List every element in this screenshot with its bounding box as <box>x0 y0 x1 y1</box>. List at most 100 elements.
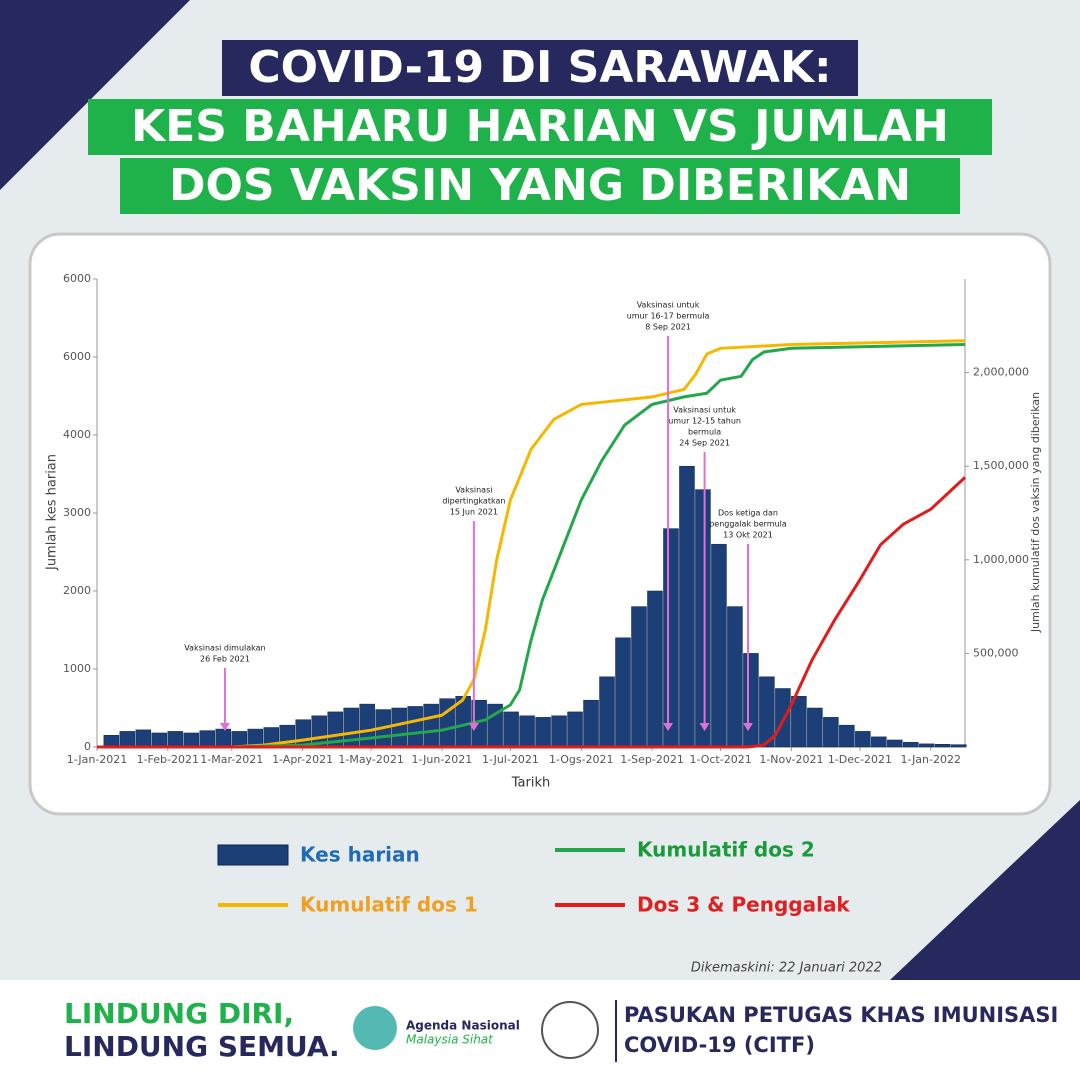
updated-note: Dikemaskini: 22 Januari 2022 <box>691 961 882 976</box>
logo-icon <box>353 1006 397 1050</box>
x-tick-label: 1-Ogs-2021 <box>549 753 614 766</box>
y-tick-label: 0 <box>84 740 91 753</box>
corner <box>0 0 190 190</box>
bar <box>183 732 200 748</box>
bar <box>743 653 759 748</box>
x-tick-label: 1-Oct-2021 <box>689 753 751 766</box>
bar <box>519 715 535 748</box>
annotation: 26 Feb 2021 <box>200 655 250 664</box>
legend-label: Dos 3 & Penggalak <box>637 893 850 917</box>
annotation: dipertingkatkan <box>442 497 505 506</box>
annotation-arrowhead <box>743 723 753 731</box>
bar <box>119 731 136 748</box>
bar <box>199 730 216 748</box>
annotation: 8 Sep 2021 <box>645 323 691 332</box>
org-name: COVID-19 (CITF) <box>624 1033 815 1057</box>
annotation: umur 16-17 bermula <box>627 312 710 321</box>
line <box>97 343 966 749</box>
bar <box>295 719 311 748</box>
y-tick-label: 6000 <box>63 272 91 285</box>
x-tick-label: 1-Apr-2021 <box>272 753 333 766</box>
line <box>97 339 966 749</box>
annotation: Vaksinasi untuk <box>673 406 736 415</box>
title: DOS VAKSIN YANG DIBERIKAN <box>169 160 911 211</box>
bar <box>807 707 823 748</box>
legend-label: Kes harian <box>300 843 420 867</box>
bar <box>919 743 935 748</box>
annotation: Dos ketiga dan <box>718 509 778 518</box>
bar <box>135 729 152 748</box>
bar <box>567 711 583 748</box>
bar <box>151 732 168 748</box>
line <box>97 476 967 749</box>
y-tick-label: 3000 <box>63 506 91 519</box>
slogan: LINDUNG SEMUA. <box>64 1030 340 1063</box>
bar <box>359 703 375 748</box>
x-tick-label: 1-Jan-2021 <box>67 753 128 766</box>
bar <box>887 739 903 748</box>
bar <box>103 735 120 748</box>
x-tick-label: 1-Jan-2022 <box>900 753 961 766</box>
crest <box>541 1001 599 1059</box>
annotation-arrowhead <box>219 723 230 731</box>
y2-tick-label: 500,000 <box>973 646 1019 659</box>
plot: 0 1000 2000 3000 4000 6000 6000 500,000 1,000,00… <box>63 272 1029 766</box>
annotation: 15 Jun 2021 <box>450 508 498 517</box>
title-bg <box>120 158 960 214</box>
y2-tick-label: 2,000,000 <box>973 366 1029 379</box>
bar <box>855 731 871 748</box>
bar <box>423 703 439 748</box>
bar <box>903 742 919 748</box>
legend-swatch <box>217 844 289 866</box>
bar <box>615 637 631 748</box>
annotation: Vaksinasi <box>455 486 492 495</box>
bar <box>631 606 647 748</box>
bar <box>215 728 232 748</box>
legend: Kes harian Kumulatif dos 1 Kumulatif dos 2… <box>217 838 850 917</box>
bar <box>839 724 855 748</box>
x-tick-label: 1-Jul-2021 <box>482 753 539 766</box>
bar <box>791 696 807 748</box>
bar <box>167 731 184 748</box>
annotation-arrowhead <box>468 723 479 731</box>
bar <box>727 606 743 748</box>
annotation: Vaksinasi dimulakan <box>184 644 265 653</box>
logo-text: Agenda Nasional <box>406 1019 520 1033</box>
x-tick-label: 1-Dec-2021 <box>828 753 892 766</box>
bar <box>663 528 679 748</box>
title-bg <box>88 99 992 155</box>
x-tick-label: 1-Sep-2021 <box>620 753 684 766</box>
bar <box>535 717 551 748</box>
chart-panel <box>28 232 1052 816</box>
bar <box>391 707 407 748</box>
y-axis-label: Jumlah kes harian <box>45 454 60 571</box>
x-tick-label: 1-Mar-2021 <box>200 753 263 766</box>
bar <box>935 744 951 748</box>
y-tick-label: 2000 <box>63 584 91 597</box>
bar <box>231 731 248 748</box>
y2-axis-label: Jumlah kumulatif dos vaksin yang diberik… <box>1029 392 1042 633</box>
bar <box>599 676 615 748</box>
bar <box>583 699 599 748</box>
x-tick-label: 1-Jun-2021 <box>412 753 473 766</box>
x-axis-label: Tarikh <box>511 776 550 791</box>
bar <box>871 736 887 748</box>
annotation: 24 Sep 2021 <box>679 439 730 448</box>
slogan: LINDUNG DIRI, <box>64 997 294 1030</box>
title: COVID-19 DI SARAWAK: <box>248 42 831 93</box>
legend-label: Kumulatif dos 1 <box>300 893 478 917</box>
annotation: bermula <box>688 428 721 437</box>
title: KES BAHARU HARIAN VS JUMLAH <box>131 101 949 152</box>
y-tick-label: 4000 <box>63 428 91 441</box>
x-tick-label: 1-Nov-2021 <box>759 753 823 766</box>
bar <box>759 676 775 748</box>
bar <box>503 711 519 748</box>
footer-background <box>0 980 1080 1080</box>
org-name: PASUKAN PETUGAS KHAS IMUNISASI <box>624 1003 1058 1027</box>
annotation-arrowhead <box>663 723 674 731</box>
logo-text: Malaysia Sihat <box>406 1033 494 1047</box>
annotation: umur 12-15 tahun <box>668 417 741 426</box>
annotation: Vaksinasi untuk <box>637 301 700 310</box>
annotation: penggalak bermula <box>709 520 787 529</box>
